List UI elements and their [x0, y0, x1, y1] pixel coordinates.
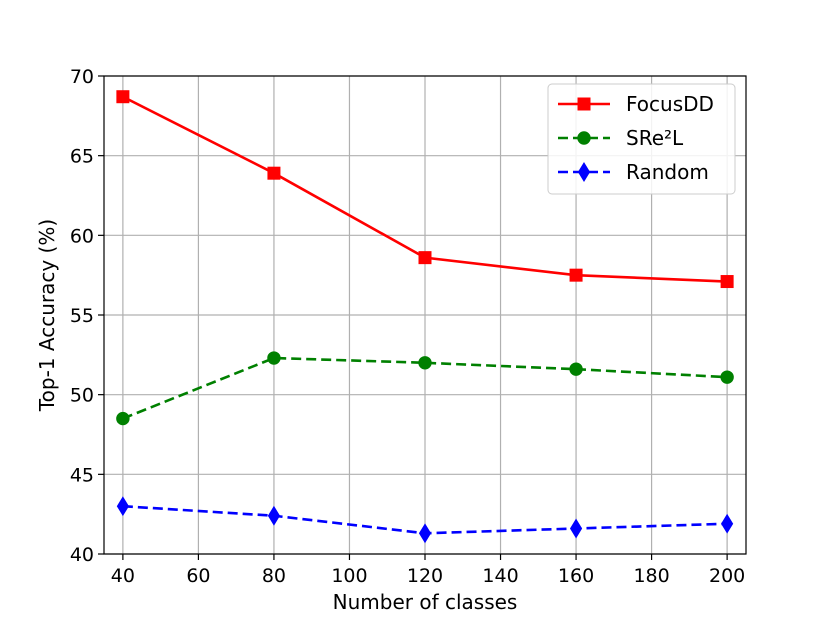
data-point — [116, 496, 129, 517]
data-point — [267, 505, 281, 526]
data-point — [569, 268, 583, 282]
data-point — [418, 251, 432, 265]
x-tick-label: 120 — [407, 565, 443, 587]
legend-entry: Random — [558, 160, 709, 184]
data-point — [720, 275, 734, 289]
legend-entry: FocusDD — [558, 92, 714, 116]
y-tick-label: 70 — [70, 66, 94, 88]
series-0 — [116, 90, 734, 289]
x-tick-label: 180 — [633, 565, 669, 587]
data-point — [418, 356, 432, 370]
data-point — [116, 411, 130, 426]
x-tick-label: 140 — [482, 565, 518, 587]
data-point — [720, 370, 734, 384]
legend-label: SRe²L — [626, 126, 684, 150]
y-tick-label: 65 — [70, 146, 94, 168]
legend-marker — [577, 162, 591, 182]
x-axis-label: Number of classes — [333, 590, 518, 614]
data-point — [569, 518, 583, 539]
data-point — [569, 362, 583, 376]
x-tick-label: 80 — [262, 565, 286, 587]
data-point — [116, 90, 130, 104]
x-tick-label: 100 — [331, 565, 367, 587]
series-layer — [116, 90, 734, 544]
legend-entry: SRe²L — [558, 126, 684, 150]
data-point — [418, 523, 432, 544]
series-1 — [116, 351, 734, 426]
y-tick-label: 60 — [70, 225, 94, 247]
legend-marker — [577, 97, 591, 111]
x-tick-label: 60 — [186, 565, 210, 587]
legend-marker — [577, 131, 591, 145]
legend-label: Random — [626, 160, 709, 184]
series-2 — [116, 496, 734, 544]
data-point — [267, 166, 281, 180]
legend-box — [547, 83, 736, 195]
data-point — [267, 351, 281, 365]
x-tick-label: 40 — [111, 565, 135, 587]
ticks: 40 60 80 100 120 140 160 180 200 40 45 50 55 60 65 70 — [70, 66, 745, 587]
data-point — [721, 513, 734, 534]
y-tick-label: 55 — [70, 305, 94, 327]
x-tick-label: 160 — [558, 565, 594, 587]
series-line — [122, 356, 728, 420]
y-axis-label: Top-1 Accuracy (%) — [35, 219, 59, 412]
y-tick-label: 45 — [70, 464, 94, 486]
x-tick-label: 200 — [709, 565, 745, 587]
legend-label: FocusDD — [626, 92, 714, 116]
y-tick-label: 40 — [70, 544, 94, 566]
y-tick-label: 50 — [70, 385, 94, 407]
legend: FocusDD SRe²L Random — [547, 83, 736, 195]
